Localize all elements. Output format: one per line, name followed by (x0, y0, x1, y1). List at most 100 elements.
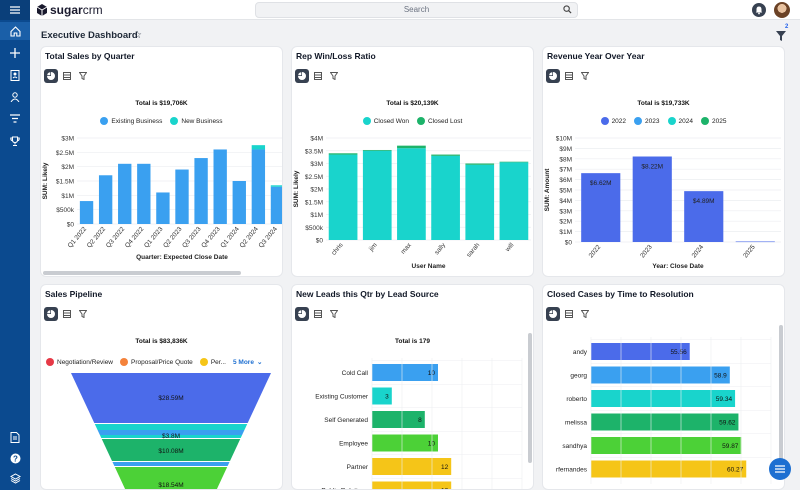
bar (591, 460, 747, 478)
sugarcrm-logo[interactable]: sugar crm (36, 3, 103, 17)
x-tick-label: 2024 (691, 243, 706, 259)
dashlet-toolbar (44, 69, 90, 83)
y-tick-label: $6M (559, 177, 572, 184)
x-tick-label: 2022 (588, 243, 603, 259)
filter-icon[interactable] (327, 69, 341, 83)
search-icon[interactable] (563, 5, 572, 14)
legend-item[interactable]: Closed Lost (416, 117, 462, 125)
legend-item[interactable]: New Business (170, 117, 223, 125)
y-tick-label: $3M (61, 136, 74, 143)
sales-by-quarter-chart: $0 $500k $1M $1.5M $2M $2.5M $3M SUM: Likely Q1 … (42, 136, 282, 261)
chart-legend: Negotiation/Review Proposal/Price Quote … (46, 358, 282, 367)
table-view-icon[interactable] (311, 69, 325, 83)
legend-item[interactable]: 2024 (667, 117, 693, 125)
y-tick-label: $4M (559, 198, 572, 205)
chart-view-icon[interactable] (295, 307, 309, 321)
table-view-icon[interactable] (562, 307, 576, 321)
filter-icon[interactable] (76, 307, 90, 321)
search-input[interactable]: Search (255, 2, 578, 18)
filter-icon[interactable] (327, 307, 341, 321)
table-view-icon[interactable] (311, 307, 325, 321)
y-tick-label: $0 (565, 240, 573, 247)
bar (499, 162, 529, 240)
quick-actions-button[interactable] (769, 458, 791, 480)
legend-item[interactable]: Closed Won (362, 117, 409, 125)
horizontal-scrollbar[interactable] (43, 271, 241, 275)
y-tick-label: $7M (559, 167, 572, 174)
legend-item[interactable]: Per... (199, 358, 226, 366)
chart-view-icon[interactable] (44, 307, 58, 321)
dashlet-closed-cases: Closed Cases by Time to Resolution andy 5… (542, 284, 785, 490)
y-tick-label: Cold Call (342, 370, 369, 377)
chart-view-icon[interactable] (44, 69, 58, 83)
table-view-icon[interactable] (60, 69, 74, 83)
chart-view-icon[interactable] (295, 69, 309, 83)
y-tick-label: $500k (305, 225, 323, 232)
svg-text:?: ? (13, 454, 18, 463)
x-tick-label: Q3 2023 (181, 225, 203, 249)
notification-bell-icon[interactable] (752, 3, 766, 17)
win-loss-chart: $0 $500k $1M $1.5M $2M $2.5M $3M $3.5M $4M SUM: L… (293, 136, 531, 270)
x-tick-label: sarah (465, 241, 481, 258)
legend-item[interactable]: Proposal/Price Quote (120, 358, 193, 366)
legend-item[interactable]: Negotiation/Review (46, 358, 113, 366)
funnel-segment (101, 439, 241, 461)
table-view-icon[interactable] (562, 69, 576, 83)
table-view-icon[interactable] (60, 307, 74, 321)
funnel-segment (112, 462, 230, 466)
dashlet-title: Total Sales by Quarter (45, 51, 135, 61)
funnel-segment (114, 467, 228, 489)
contacts-icon[interactable] (6, 66, 24, 84)
x-tick-label: jim (367, 242, 378, 254)
bar (372, 387, 392, 405)
y-tick-label: $500k (56, 207, 74, 214)
data-label: 59.34 (716, 396, 733, 403)
user-icon[interactable] (6, 88, 24, 106)
y-tick-label: sandhya (562, 443, 587, 450)
bar (372, 364, 438, 381)
bar (581, 173, 621, 242)
legend-item[interactable]: Existing Business (100, 117, 162, 125)
chevron-down-icon: ⌄ (256, 359, 263, 366)
data-label: 59.62 (719, 420, 736, 427)
pipeline-funnel-chart: $28.59M $3.8M $10.08M $18.54M (71, 373, 271, 489)
legend-item[interactable]: 2025 (700, 117, 726, 125)
legend-item[interactable]: 2022 (600, 117, 626, 125)
dashlet-toolbar (295, 307, 341, 321)
filter-icon[interactable] (76, 69, 90, 83)
layers-icon[interactable] (6, 469, 24, 487)
top-bar: sugar crm Search (0, 0, 800, 20)
y-tick-label: roberto (566, 396, 587, 403)
home-icon[interactable] (0, 22, 30, 40)
plus-icon[interactable] (6, 44, 24, 62)
y-tick-label: Public Relations (321, 488, 368, 490)
chart-view-icon[interactable] (546, 307, 560, 321)
legend-item[interactable]: 2023 (634, 117, 660, 125)
legend-more-button[interactable]: 5 More ⌄ (233, 358, 263, 367)
favorite-star-icon[interactable]: ☆ (133, 30, 142, 41)
bar (397, 145, 426, 149)
vertical-scrollbar[interactable] (528, 333, 532, 463)
dashboard-filter-icon[interactable] (775, 30, 787, 42)
filter-icon[interactable] (578, 69, 592, 83)
vertical-scrollbar[interactable] (779, 325, 783, 465)
data-label: $28.59M (158, 395, 183, 402)
x-tick-label: Q1 2022 (67, 225, 89, 249)
bar (270, 185, 282, 187)
bar (372, 481, 452, 489)
menu-toggle-icon[interactable] (0, 0, 30, 20)
y-tick-label: $1.5M (56, 179, 74, 186)
new-leads-chart: Cold Call 10 Existing Customer 3 Self Genera… (315, 358, 523, 490)
user-avatar[interactable] (774, 2, 790, 18)
filter-count-badge: 2 (785, 24, 789, 30)
bar (194, 158, 208, 224)
help-icon[interactable]: ? (6, 449, 24, 467)
document-icon[interactable] (6, 428, 24, 446)
y-tick-label: $1M (310, 212, 323, 219)
filter-icon[interactable] (578, 307, 592, 321)
chart-view-icon[interactable] (546, 69, 560, 83)
trophy-icon[interactable] (6, 132, 24, 150)
logo-cube-icon (36, 4, 48, 16)
x-axis-title: User Name (412, 263, 446, 270)
filter-icon[interactable] (6, 110, 24, 128)
